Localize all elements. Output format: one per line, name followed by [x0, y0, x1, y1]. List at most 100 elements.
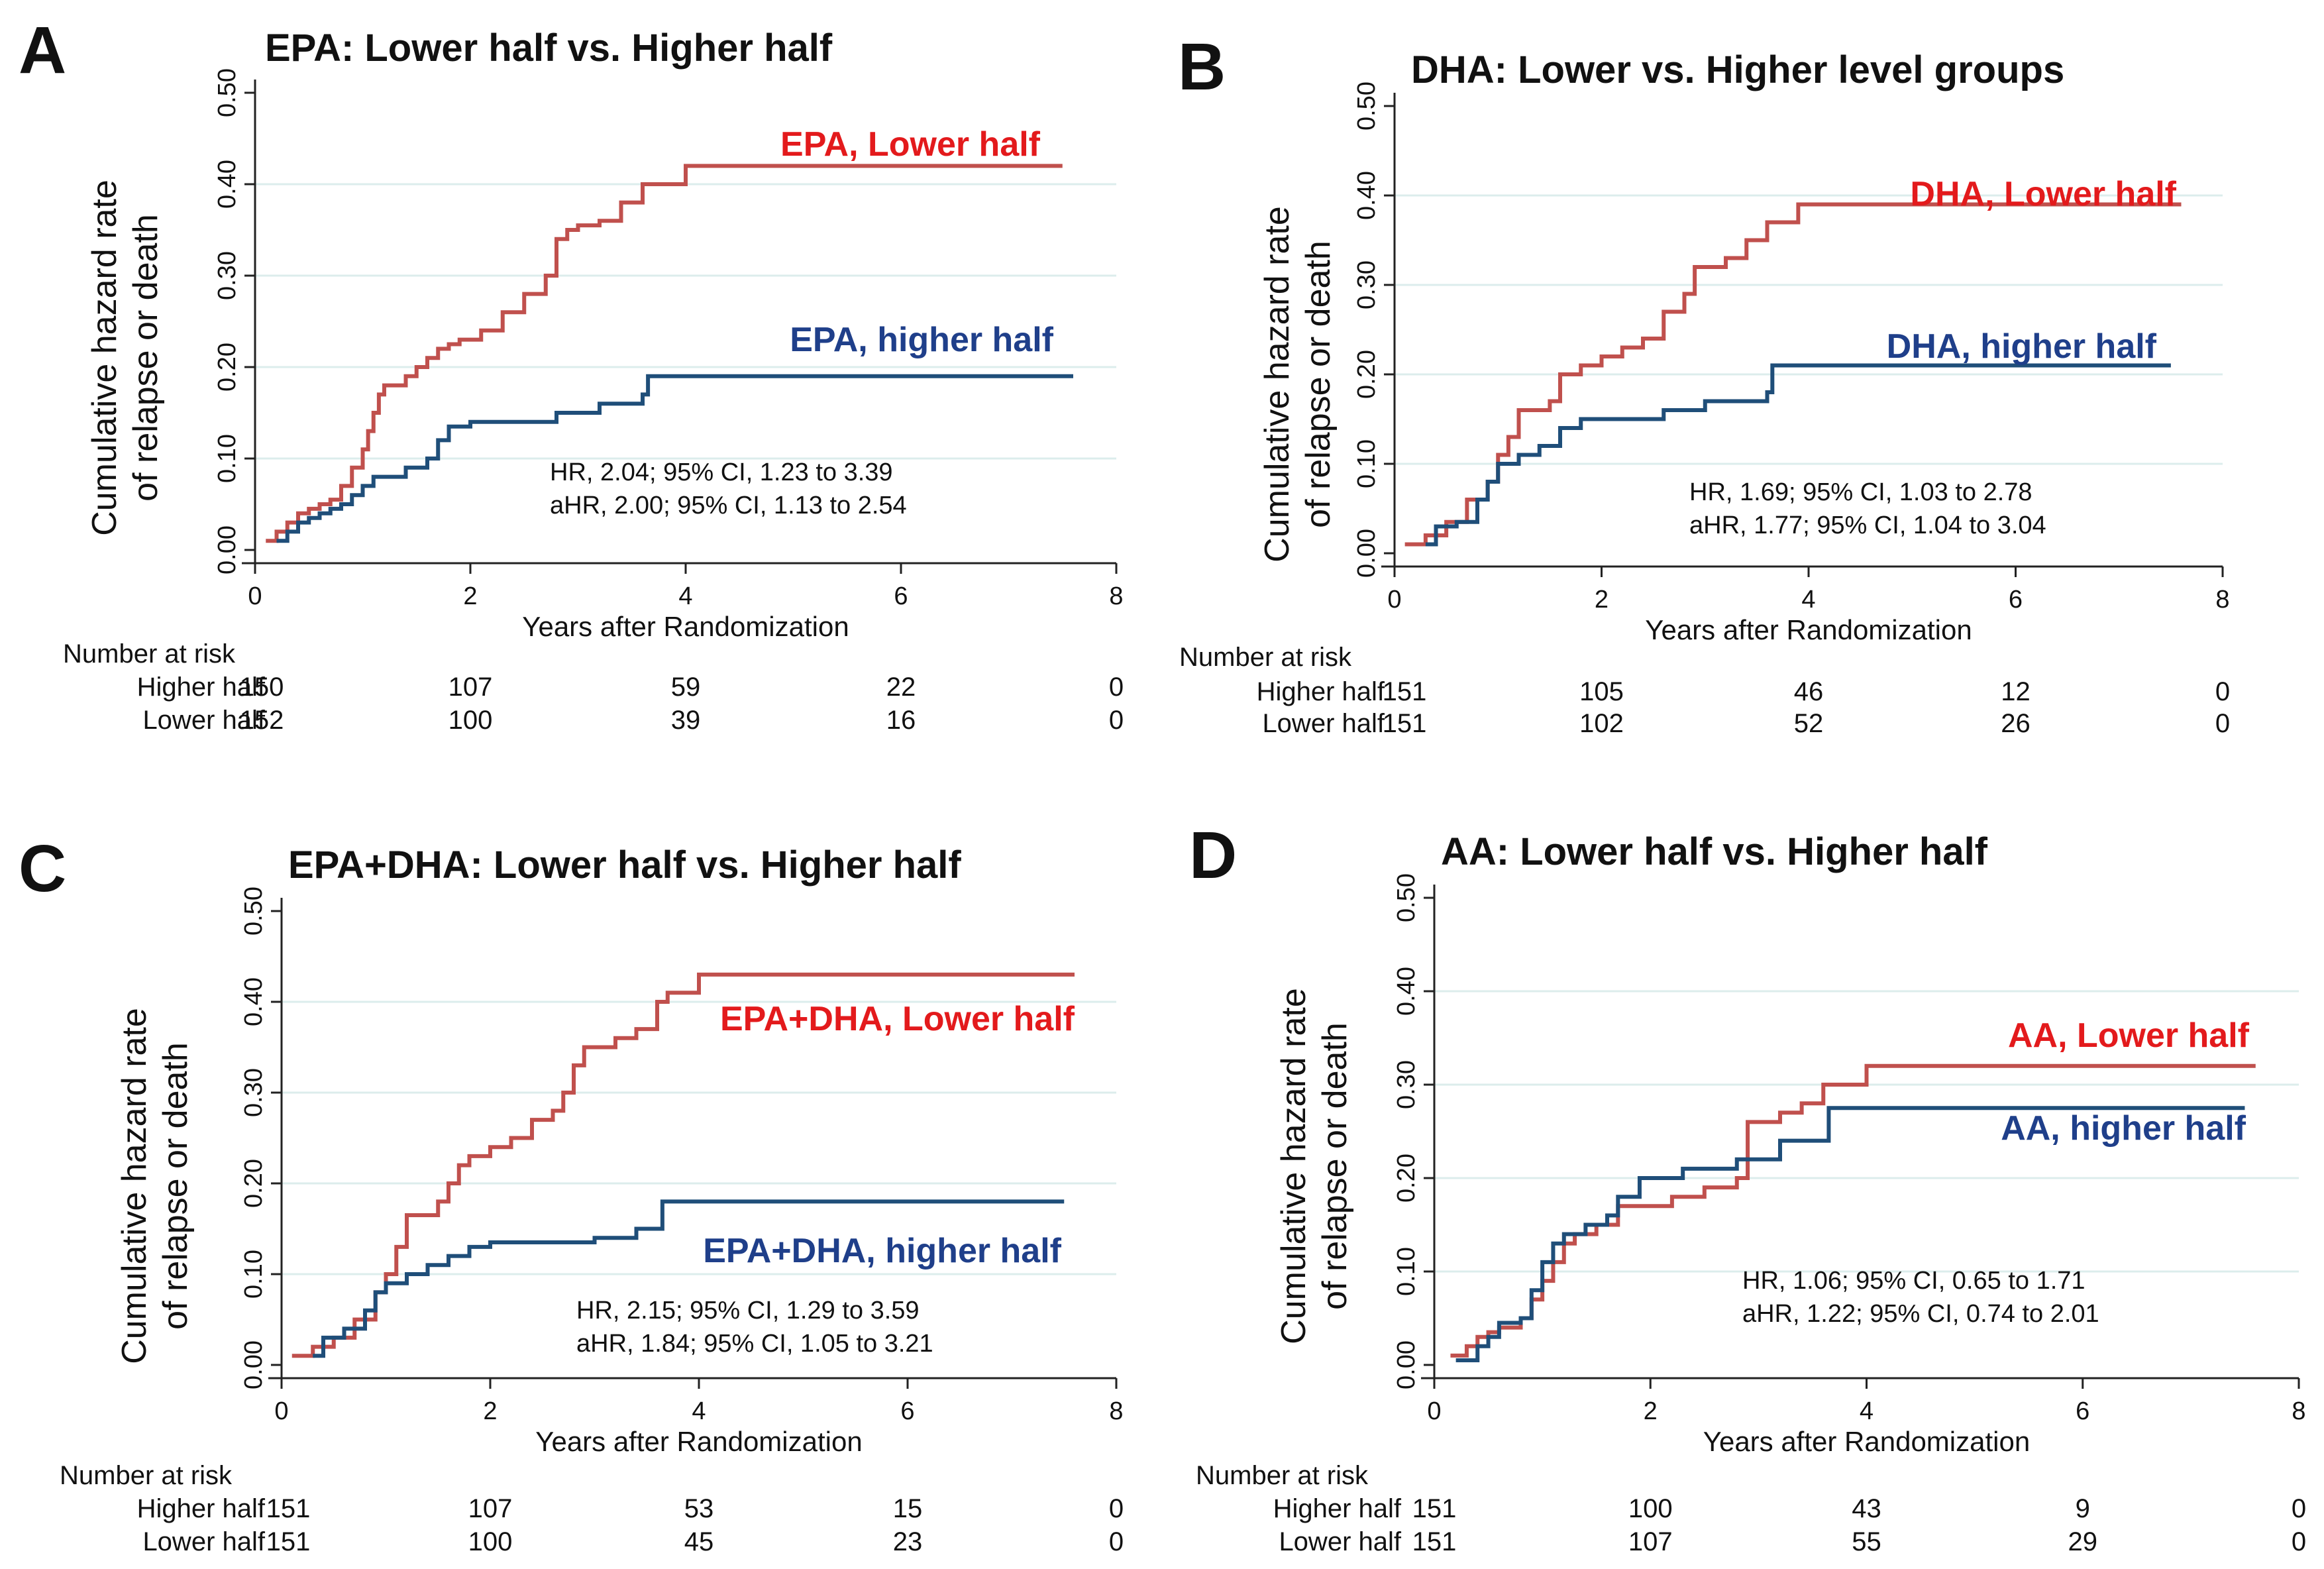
risk-value-higher: 100 — [1628, 1494, 1673, 1523]
x-axis-label: Years after Randomization — [522, 611, 849, 642]
x-tick-label: 0 — [248, 582, 262, 610]
risk-value-lower: 23 — [893, 1527, 923, 1556]
risk-row-label-lower: Lower half — [1262, 709, 1385, 738]
risk-row-label-higher: Higher half — [137, 1494, 266, 1523]
chart-title: DHA: Lower vs. Higher level groups — [1411, 48, 2064, 91]
y-tick-label: 0.40 — [1393, 967, 1420, 1016]
x-tick-label: 8 — [2292, 1397, 2305, 1425]
x-tick-label: 2 — [463, 582, 477, 610]
y-axis-label: Cumulative hazard rateof relapse or deat… — [1258, 206, 1338, 563]
risk-value-lower: 0 — [2292, 1527, 2306, 1556]
x-axis-label: Years after Randomization — [535, 1426, 862, 1457]
series-label-lower: EPA, Lower half — [780, 125, 1041, 164]
y-tick-label: 0.20 — [1353, 350, 1381, 399]
risk-value-higher: 150 — [240, 673, 284, 702]
series-higher-curve — [313, 1199, 1065, 1358]
risk-row-label-lower: Lower half — [142, 706, 265, 735]
risk-value-lower: 0 — [2215, 709, 2230, 738]
y-tick-label: 0.20 — [240, 1159, 268, 1208]
risk-row-label-higher: Higher half — [1273, 1494, 1402, 1523]
hazard-ratio-text: aHR, 1.77; 95% CI, 1.04 to 3.04 — [1689, 512, 2046, 539]
y-tick-label: 0.30 — [240, 1068, 268, 1117]
y-axis-label-line1: Cumulative hazard rate — [115, 1008, 154, 1364]
series-label-higher: AA, higher half — [2001, 1109, 2246, 1148]
x-tick-label: 4 — [692, 1397, 706, 1425]
risk-value-lower: 0 — [1109, 706, 1124, 735]
risk-value-higher: 43 — [1852, 1494, 1881, 1523]
y-tick-label: 0.30 — [1393, 1060, 1420, 1109]
risk-value-lower: 29 — [2068, 1527, 2098, 1556]
panel-letter: D — [1189, 818, 1237, 893]
risk-value-lower: 100 — [468, 1527, 513, 1556]
y-axis-label: Cumulative hazard rateof relapse or deat… — [115, 1008, 195, 1364]
y-tick-label: 0.20 — [213, 343, 241, 392]
y-tick-label: 0.50 — [1393, 873, 1420, 922]
chart-title: EPA: Lower half vs. Higher half — [265, 27, 833, 70]
series-label-lower: DHA, Lower half — [1910, 175, 2176, 213]
risk-value-lower: 26 — [2001, 709, 2031, 738]
y-tick-label: 0.30 — [213, 251, 241, 300]
risk-value-higher: 107 — [468, 1494, 513, 1523]
y-tick-label: 0.40 — [213, 160, 241, 209]
y-tick-label: 0.20 — [1393, 1154, 1420, 1203]
y-tick-label: 0.10 — [1393, 1247, 1420, 1296]
risk-value-lower: 100 — [449, 706, 493, 735]
x-tick-label: 0 — [274, 1397, 288, 1425]
risk-value-higher: 0 — [2292, 1494, 2306, 1523]
series-label-lower: AA, Lower half — [2008, 1016, 2250, 1055]
y-tick-label: 0.00 — [1393, 1340, 1420, 1389]
panel-d: D AA: Lower half vs. Higher half 0.00 0.10 0… — [1189, 818, 2306, 1556]
risk-value-lower: 0 — [1109, 1527, 1124, 1556]
risk-value-lower: 151 — [1383, 709, 1427, 738]
x-axis-label: Years after Randomization — [1645, 614, 1972, 645]
y-axis-label-line1: Cumulative hazard rate — [1275, 988, 1313, 1344]
risk-value-higher: 0 — [2215, 677, 2230, 706]
x-tick-label: 0 — [1387, 586, 1401, 614]
series-higher-curve — [1455, 1106, 2245, 1362]
chart-title: AA: Lower half vs. Higher half — [1441, 830, 1988, 873]
risk-row-label-higher: Higher half — [1257, 677, 1385, 706]
risk-value-lower: 152 — [240, 706, 284, 735]
risk-value-higher: 151 — [1412, 1494, 1457, 1523]
hazard-ratio-text: aHR, 1.22; 95% CI, 0.74 to 2.01 — [1742, 1300, 2099, 1328]
x-tick-label: 8 — [1109, 1397, 1123, 1425]
series-lower-curve — [266, 164, 1063, 543]
risk-row-label-lower: Lower half — [1279, 1527, 1401, 1556]
panel-a: A EPA: Lower half vs. Higher half 0.00 0.10… — [19, 13, 1124, 735]
y-axis-label-line2: of relapse or death — [1299, 241, 1338, 528]
x-tick-label: 8 — [2215, 586, 2229, 614]
y-axis-label: Cumulative hazard rateof relapse or deat… — [85, 180, 165, 536]
series-higher-curve — [1425, 363, 2171, 547]
hazard-ratio-text: HR, 1.69; 95% CI, 1.03 to 2.78 — [1689, 478, 2033, 506]
x-tick-label: 6 — [900, 1397, 914, 1425]
y-tick-label: 0.00 — [1353, 529, 1381, 578]
risk-value-higher: 53 — [684, 1494, 714, 1523]
risk-value-higher: 151 — [1383, 677, 1427, 706]
y-tick-label: 0.00 — [240, 1340, 268, 1389]
risk-value-lower: 151 — [1412, 1527, 1457, 1556]
y-tick-label: 0.50 — [240, 887, 268, 936]
y-axis-label-line1: Cumulative hazard rate — [85, 180, 124, 536]
series-higher-curve — [276, 374, 1073, 543]
risk-value-lower: 39 — [671, 706, 701, 735]
risk-row-label-lower: Lower half — [142, 1527, 265, 1556]
x-tick-label: 2 — [1595, 586, 1609, 614]
hazard-ratio-text: aHR, 2.00; 95% CI, 1.13 to 2.54 — [550, 492, 907, 519]
risk-value-higher: 0 — [1109, 1494, 1124, 1523]
y-tick-label: 0.40 — [240, 977, 268, 1026]
hazard-ratio-text: HR, 1.06; 95% CI, 0.65 to 1.71 — [1742, 1267, 2086, 1295]
panel-letter: B — [1178, 30, 1226, 104]
x-tick-label: 2 — [483, 1397, 497, 1425]
hazard-ratio-text: HR, 2.04; 95% CI, 1.23 to 3.39 — [550, 459, 893, 486]
chart-title: EPA+DHA: Lower half vs. Higher half — [288, 843, 961, 887]
series-label-lower: EPA+DHA, Lower half — [720, 1000, 1075, 1038]
x-tick-label: 8 — [1109, 582, 1123, 610]
risk-value-higher: 15 — [893, 1494, 923, 1523]
x-tick-label: 4 — [678, 582, 692, 610]
risk-table-title: Number at risk — [1179, 643, 1352, 672]
risk-table-title: Number at risk — [60, 1461, 233, 1490]
panel-b: B DHA: Lower vs. Higher level groups0.000… — [1178, 30, 2230, 738]
y-tick-label: 0.10 — [213, 434, 241, 483]
risk-value-higher: 105 — [1579, 677, 1624, 706]
risk-value-lower: 102 — [1579, 709, 1624, 738]
